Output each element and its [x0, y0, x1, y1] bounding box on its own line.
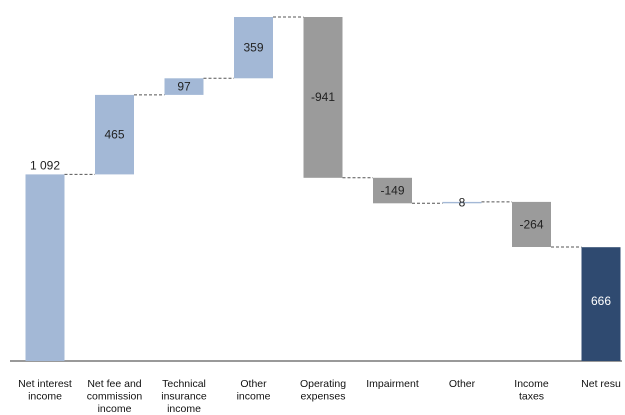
- bar-8: [512, 201, 551, 247]
- bar-3: [164, 78, 204, 95]
- value-label-3: 97: [177, 80, 191, 94]
- category-label-5: Operating expenses: [300, 378, 346, 403]
- bar-1: [25, 174, 65, 361]
- category-label-2: Net fee and commission income: [87, 378, 143, 415]
- bar-7: [442, 201, 482, 204]
- bars: [25, 17, 621, 361]
- bar-2: [95, 94, 134, 175]
- category-label-9: Net resu: [581, 378, 621, 390]
- category-label-6: Impairment: [366, 378, 419, 390]
- category-label-1: Net interest income: [18, 378, 72, 403]
- value-label-5: -941: [311, 90, 335, 104]
- value-label-7: 8: [459, 196, 466, 210]
- bar-5: [303, 17, 343, 178]
- value-label-9: 666: [591, 294, 611, 308]
- value-label-6: -149: [380, 184, 404, 198]
- bar-9: [581, 247, 621, 361]
- value-label-4: 359: [243, 41, 263, 55]
- bar-4: [234, 17, 273, 79]
- value-label-8: -264: [519, 218, 543, 232]
- category-labels: Net interest income Net fee and commission i…: [18, 378, 621, 415]
- category-label-3: Technical insurance income: [161, 378, 207, 415]
- connector-lines: [64, 16, 582, 248]
- value-label-1: 1 092: [30, 158, 60, 172]
- category-label-4: Other income: [237, 378, 271, 403]
- bar-6: [373, 177, 412, 204]
- value-labels: 1 092 465 97 359 -941 -149 8 -264 666: [30, 41, 611, 309]
- category-label-7: Other: [449, 378, 476, 390]
- value-label-2: 465: [104, 128, 124, 142]
- category-label-8: Income taxes: [514, 378, 549, 403]
